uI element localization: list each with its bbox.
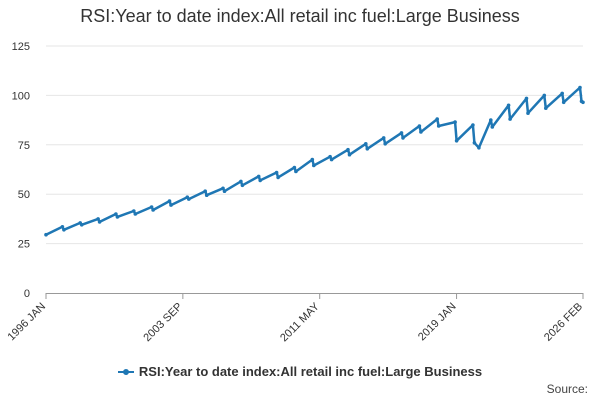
data-point <box>347 152 352 157</box>
data-point <box>508 117 512 121</box>
data-point <box>506 103 511 108</box>
y-tick-label: 25 <box>18 239 30 251</box>
data-point <box>96 217 100 221</box>
axes: 0 25 50 75 100 125 1996 JAN 2003 SEP 2011 MAY 201… <box>5 41 585 344</box>
legend-swatch <box>117 368 134 375</box>
data-point <box>490 125 495 129</box>
data-point <box>167 199 172 203</box>
data-point <box>383 142 388 146</box>
data-point <box>329 157 334 162</box>
data-point <box>561 100 566 105</box>
data-point <box>294 169 298 174</box>
data-point <box>114 212 118 216</box>
data-point <box>489 118 493 122</box>
x-tick-label: 2011 MAY <box>278 300 322 344</box>
data-point <box>169 203 173 207</box>
source-label: Source: <box>546 382 588 396</box>
data-point <box>256 174 261 179</box>
data-point <box>292 165 297 170</box>
chart-title: RSI:Year to date index:All retail inc fu… <box>80 6 520 26</box>
data-point <box>187 197 191 201</box>
gridlines <box>46 45 583 245</box>
data-point <box>524 96 529 101</box>
data-point <box>79 223 84 227</box>
legend-label: RSI:Year to date index:All retail inc fu… <box>138 364 483 379</box>
data-point <box>312 163 316 168</box>
data-point <box>346 147 350 152</box>
y-tick-label: 100 <box>12 90 30 102</box>
data-point <box>544 106 548 110</box>
data-point <box>133 212 138 216</box>
data-point <box>204 193 209 197</box>
data-point <box>203 189 207 193</box>
data-point <box>149 205 154 209</box>
data-point <box>453 120 457 124</box>
data-point <box>240 183 245 188</box>
data-point <box>472 141 477 145</box>
x-tick-label: 2003 SEP <box>141 301 185 345</box>
series-layer <box>44 85 585 237</box>
data-point <box>471 123 475 127</box>
data-point <box>62 228 66 232</box>
data-point <box>221 186 225 191</box>
legend: RSI:Year to date index:All retail inc fu… <box>0 364 600 379</box>
data-point <box>578 85 582 90</box>
data-point <box>581 100 585 105</box>
data-point <box>381 136 386 140</box>
data-point <box>436 124 441 128</box>
data-point <box>258 178 263 183</box>
data-point <box>310 157 315 162</box>
data-point <box>417 124 422 128</box>
data-point <box>44 232 48 237</box>
data-point <box>454 139 459 143</box>
data-point <box>60 225 65 229</box>
data-point <box>115 215 120 219</box>
y-tick-label: 75 <box>18 140 30 152</box>
y-tick-label: 0 <box>24 288 30 300</box>
x-tick-label: 1996 JAN <box>5 301 48 344</box>
data-point <box>401 136 405 140</box>
x-tick-label: 2019 JAN <box>416 301 459 344</box>
data-point <box>328 154 332 159</box>
data-point <box>97 220 102 224</box>
data-point <box>435 117 440 121</box>
data-point <box>477 146 481 150</box>
data-point <box>526 111 530 115</box>
y-tick-label: 125 <box>12 41 30 53</box>
data-point <box>274 170 279 175</box>
data-point <box>132 209 136 213</box>
data-point <box>560 91 564 96</box>
data-point <box>239 179 243 184</box>
x-tick-label: 2026 FEB <box>542 301 585 344</box>
data-point <box>542 93 547 98</box>
data-point <box>364 142 368 146</box>
data-point <box>419 130 423 134</box>
data-point <box>365 147 370 151</box>
data-point <box>151 208 155 212</box>
series-line <box>44 86 585 236</box>
data-point <box>276 175 280 180</box>
data-point <box>399 131 404 135</box>
data-point <box>222 189 227 193</box>
y-tick-label: 50 <box>18 189 30 201</box>
